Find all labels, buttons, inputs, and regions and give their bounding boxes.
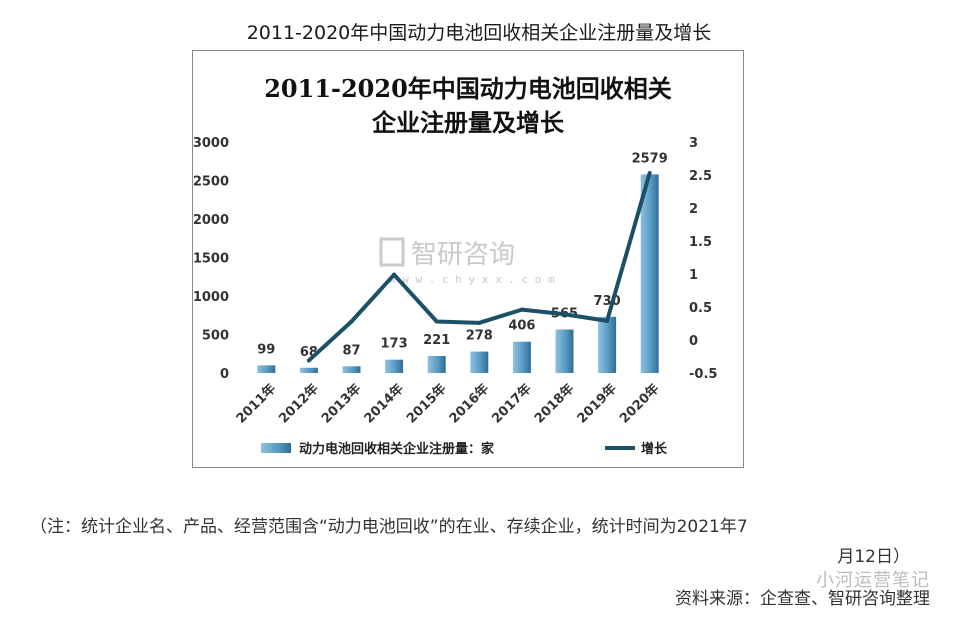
bar-data-label: 99 [257,342,275,357]
x-tick-label: 2016年 [446,381,492,427]
bar-data-label: 87 [342,343,360,358]
y-right-tick-label: 1.5 [689,235,712,250]
watermark-brand: 智研咨询 [411,240,515,270]
y-right-tick-label: 2.5 [689,169,712,184]
source-note: 资料来源：企查查、智研咨询整理 [675,589,930,609]
bar-data-label: 406 [508,319,535,334]
x-axis: 2011年2012年2013年2014年2015年2016年2017年2018年… [233,381,662,427]
growth-point [605,318,610,323]
chart-svg: 2011-2020年中国动力电池回收相关 企业注册量及增长 智研咨询 w w w… [193,74,717,457]
bar [470,351,489,373]
y-right-tick-label: 2 [689,202,698,217]
x-tick-label: 2015年 [403,381,449,427]
growth-point [477,320,482,325]
y-right-tick-label: 1 [689,268,698,283]
bar-data-label: 173 [381,337,408,352]
bar-data-label: 730 [594,294,621,309]
bar [512,341,531,373]
x-tick-label: 2012年 [276,381,322,427]
legend: 动力电池回收相关企业注册量：家 增长 [261,441,668,457]
growth-point [392,272,397,277]
footnote: （注：统计企业名、产品、经营范围含“动力电池回收”的在业、存续企业，统计时间为2… [30,512,930,572]
growth-point [349,319,354,324]
y-right-tick-label: -0.5 [689,367,717,382]
footnote-line1: （注：统计企业名、产品、经营范围含“动力电池回收”的在业、存续企业，统计时间为2… [30,517,748,537]
y-left-tick-label: 3000 [193,136,229,151]
chart-title-line2: 企业注册量及增长 [372,108,565,137]
bar [385,359,404,373]
x-tick-label: 2020年 [616,381,662,427]
y-axis-right: -0.5 0 0.5 1 1.5 2 2.5 3 [689,136,717,382]
caption-title: 2011-2020年中国动力电池回收相关企业注册量及增长 [246,22,712,44]
x-tick-label: 2018年 [531,381,577,427]
bar-data-label: 221 [423,333,450,348]
growth-point [434,319,439,324]
y-left-tick-label: 1000 [193,290,229,305]
y-left-tick-label: 1500 [193,252,229,267]
growth-point [562,312,567,317]
y-left-tick-label: 0 [220,367,229,382]
growth-point [519,307,524,312]
bar-data-label: 278 [466,329,493,344]
legend-line-label: 增长 [641,441,668,457]
bar [640,174,659,373]
y-axis-left: 0 500 1000 1500 2000 2500 3000 [193,136,229,382]
watermark-logo-icon [379,237,405,267]
bar [427,355,446,373]
bar [299,367,318,373]
y-right-tick-label: 0 [689,334,698,349]
bar [257,365,276,373]
x-tick-label: 2013年 [318,381,364,427]
bar-series [257,174,659,373]
y-left-tick-label: 2000 [193,213,229,228]
growth-point [647,171,652,176]
growth-point [306,358,311,363]
footnote-line2: 月12日） [837,547,910,567]
y-right-tick-label: 3 [689,136,698,151]
bar [598,316,617,373]
bar [555,329,574,373]
x-tick-label: 2019年 [574,381,620,427]
line-series [306,171,652,363]
legend-bar-swatch [261,443,291,453]
watermark: 智研咨询 w w w . c h y x x . c o m [379,237,555,286]
x-tick-label: 2017年 [489,381,535,427]
chart-frame: 2011-2020年中国动力电池回收相关 企业注册量及增长 智研咨询 w w w… [192,50,744,468]
x-tick-label: 2011年 [233,381,279,427]
x-tick-label: 2014年 [361,381,407,427]
y-left-tick-label: 2500 [193,175,229,190]
bar [342,366,361,373]
watermark-url: w w w . c h y x x . c o m [389,273,555,286]
wechat-watermark: 小河运营笔记 [816,570,930,591]
legend-bar-label: 动力电池回收相关企业注册量：家 [299,441,495,457]
bar-data-label: 2579 [632,151,668,166]
y-right-tick-label: 0.5 [689,301,712,316]
y-left-tick-label: 500 [202,329,229,344]
chart-title-line1: 2011-2020年中国动力电池回收相关 [264,74,672,103]
